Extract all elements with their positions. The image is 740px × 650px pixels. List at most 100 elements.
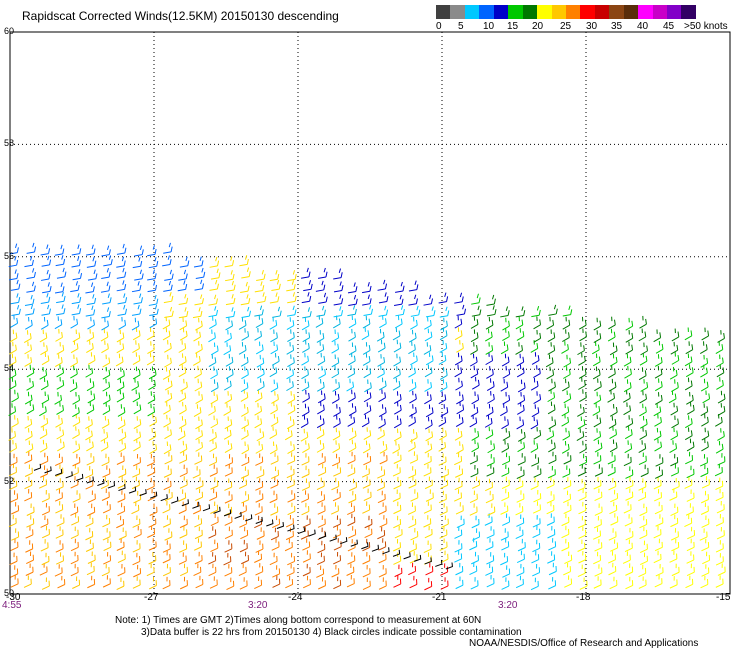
wind-barb	[4, 403, 17, 416]
wind-barb	[390, 428, 403, 441]
wind-barb	[100, 268, 111, 279]
wind-barb	[560, 575, 573, 587]
wind-barb	[409, 306, 420, 317]
wind-barb	[620, 353, 633, 366]
wind-barb	[404, 562, 417, 574]
wind-barb	[99, 575, 112, 587]
wind-barb	[206, 366, 219, 379]
wind-barb	[514, 429, 527, 442]
wind-barb	[558, 525, 571, 537]
wind-barb	[23, 256, 34, 267]
wind-barb	[512, 503, 525, 515]
wind-barb	[606, 501, 619, 513]
wind-barb	[712, 477, 725, 489]
wind-barb	[329, 404, 342, 417]
wind-barb	[357, 327, 370, 340]
wind-barb	[421, 364, 434, 377]
wind-barb	[589, 366, 602, 379]
wind-barb	[99, 282, 110, 293]
wind-barb	[434, 414, 447, 427]
wind-barb	[83, 453, 96, 465]
wind-barb	[298, 390, 311, 403]
wind-barb	[696, 403, 709, 416]
wind-barb	[51, 329, 64, 342]
wind-barb	[714, 453, 727, 465]
wind-barb	[483, 552, 496, 564]
wind-barb	[376, 515, 389, 527]
wind-barb	[84, 245, 95, 256]
contaminated-wind-barb	[339, 537, 348, 543]
note-line-1: Note: 1) Times are GMT 2)Times along bot…	[115, 615, 481, 626]
wind-barb	[404, 364, 417, 377]
wind-barb	[70, 244, 81, 255]
wind-barb	[21, 464, 34, 476]
wind-barb	[572, 428, 585, 441]
wind-barb	[603, 389, 616, 402]
wind-barb	[361, 515, 374, 527]
wind-barb	[20, 341, 33, 354]
contaminated-wind-barb	[318, 532, 327, 538]
wind-barb	[301, 307, 312, 318]
wind-barb	[619, 402, 632, 415]
wind-barb	[697, 502, 710, 514]
wind-barb	[317, 268, 328, 279]
wind-barb	[144, 428, 157, 441]
wind-barb	[129, 552, 142, 564]
wind-barb	[390, 401, 403, 414]
wind-barb	[605, 378, 618, 391]
wind-barb	[268, 515, 281, 527]
wind-barb	[317, 293, 328, 304]
wind-barb	[591, 488, 604, 500]
wind-barb	[544, 401, 557, 414]
wind-barb	[50, 391, 63, 404]
wind-barb	[485, 295, 496, 306]
wind-barb	[498, 365, 511, 378]
wind-barb	[175, 416, 188, 429]
wind-barb	[236, 515, 249, 527]
wind-barb	[604, 328, 617, 341]
wind-barb	[52, 540, 65, 552]
wind-barb	[359, 501, 372, 513]
wind-barb	[205, 439, 218, 452]
wind-barb	[711, 414, 724, 427]
wind-barb	[345, 403, 358, 416]
wind-barb	[191, 452, 204, 464]
wind-barb	[712, 364, 725, 377]
wind-barb	[284, 502, 297, 514]
wind-barb	[271, 307, 282, 318]
wind-barb	[266, 441, 279, 454]
wind-barb	[283, 416, 296, 429]
wind-barb	[559, 465, 572, 477]
wind-barb	[635, 576, 648, 588]
wind-barb	[467, 428, 480, 441]
wind-barb	[191, 526, 204, 538]
wind-barb	[237, 551, 250, 563]
wind-barb	[99, 528, 112, 540]
wind-barb	[435, 453, 448, 465]
wind-barb	[375, 441, 388, 454]
contaminated-wind-barb	[202, 504, 211, 510]
wind-barb	[574, 479, 587, 491]
wind-barb	[375, 565, 388, 577]
wind-barb	[189, 501, 202, 513]
wind-barb	[207, 342, 220, 355]
wind-barb	[607, 539, 620, 551]
wind-barb	[250, 327, 263, 340]
wind-barb	[313, 352, 326, 365]
wind-barb	[512, 416, 525, 429]
wind-barb	[561, 551, 574, 563]
wind-barb	[220, 377, 233, 390]
wind-barb	[100, 552, 113, 564]
wind-barb	[665, 390, 678, 403]
wind-barb	[130, 525, 143, 537]
wind-barb	[590, 516, 603, 528]
wind-barb	[526, 340, 539, 353]
wind-barb	[497, 341, 510, 354]
wind-barb	[407, 280, 418, 291]
wind-barb	[313, 401, 326, 414]
wind-barb	[420, 515, 433, 527]
wind-barb	[114, 416, 127, 429]
wind-barb	[54, 255, 65, 266]
wind-barb	[127, 378, 140, 391]
wind-barb	[452, 414, 465, 427]
